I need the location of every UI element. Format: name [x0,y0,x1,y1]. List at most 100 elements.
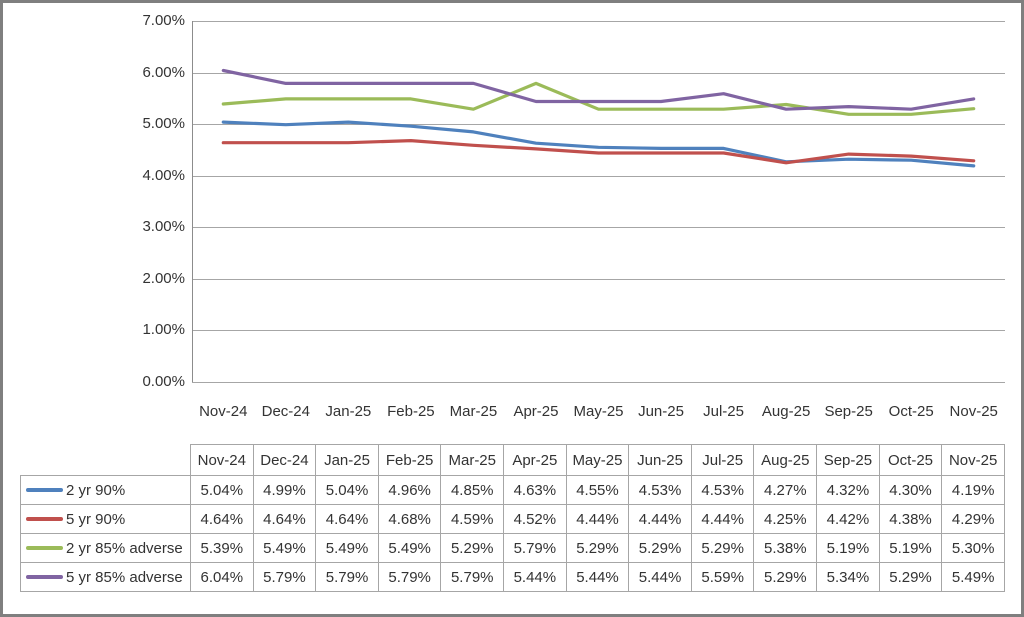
column-header-cell: Feb-25 [377,444,442,476]
value-cell: 5.29% [753,562,818,592]
x-axis-tick-label: Feb-25 [387,403,435,420]
x-axis-tick-label: Dec-24 [261,403,310,420]
legend-line-swatch [26,574,63,579]
y-axis-tick-label: 1.00% [142,321,185,339]
column-header-cell: Aug-25 [753,444,818,476]
value-cell: 5.49% [315,533,379,563]
column-header-cell: Jun-25 [628,444,692,476]
value-cell: 4.19% [941,475,1005,505]
y-axis-tick-label: 3.00% [142,218,185,236]
value-cell: 5.79% [315,562,379,592]
value-cell: 5.59% [690,562,755,592]
table-row: 2 yr 85% adverse 5.39% 5.49% 5.49% 5.49% 5.29… [20,533,1005,563]
column-header-cell: May-25 [565,444,630,476]
column-header-cell: Dec-24 [252,444,317,476]
series-line-2-yr-85-adverse [221,81,976,116]
column-header-cell: Mar-25 [440,444,505,476]
data-table: Nov-24 Dec-24 Jan-25 Feb-25 Mar-25 Apr-25 May-… [20,444,1005,592]
value-cell: 5.49% [252,533,317,563]
table-row: 5 yr 90% 4.64% 4.64% 4.64% 4.68% 4.59% 4.52% 4.… [20,504,1005,534]
value-cell: 4.30% [878,475,943,505]
value-cell: 5.29% [628,533,692,563]
value-cell: 4.25% [753,504,818,534]
value-cell: 4.52% [503,504,567,534]
value-cell: 4.64% [190,504,254,534]
series-label: 2 yr 85% adverse [66,539,183,557]
value-cell: 5.79% [377,562,442,592]
value-cell: 4.99% [252,475,317,505]
x-axis-tick-label: Sep-25 [824,403,873,420]
value-cell: 5.49% [377,533,442,563]
column-header-cell: Jul-25 [690,444,755,476]
value-cell: 4.68% [377,504,442,534]
series-label: 5 yr 85% adverse [66,568,183,586]
column-header-cell: Nov-24 [190,444,254,476]
x-axis-tick-label: Nov-24 [199,403,248,420]
y-axis-tick-label: 6.00% [142,63,185,81]
value-cell: 4.85% [440,475,505,505]
value-cell: 6.04% [190,562,254,592]
value-cell: 5.44% [628,562,692,592]
value-cell: 5.44% [503,562,567,592]
value-cell: 4.53% [628,475,692,505]
series-label: 5 yr 90% [66,510,126,528]
legend-line-swatch [26,545,63,550]
value-cell: 5.29% [690,533,755,563]
column-header-cell: Sep-25 [816,444,880,476]
value-cell: 5.19% [878,533,943,563]
legend-line-swatch [26,516,63,521]
x-axis-tick-label: Nov-25 [949,403,998,420]
x-axis-tick-label: May-25 [573,403,624,420]
x-axis-tick-label: Oct-25 [888,403,934,420]
value-cell: 4.29% [941,504,1005,534]
value-cell: 5.39% [190,533,254,563]
value-cell: 5.04% [315,475,379,505]
column-header-cell: Nov-25 [941,444,1005,476]
legend-cell: 5 yr 85% adverse [20,562,191,592]
value-cell: 5.04% [190,475,254,505]
value-cell: 5.79% [503,533,567,563]
value-cell: 4.55% [565,475,630,505]
x-axis-tick-label: Jan-25 [325,403,372,420]
legend-line-swatch [26,487,63,492]
series-line-5-yr-85-adverse [221,68,976,111]
legend-cell: 2 yr 90% [20,475,191,505]
value-cell: 4.44% [628,504,692,534]
legend-cell: 2 yr 85% adverse [20,533,191,563]
value-cell: 5.49% [941,562,1005,592]
y-axis-tick-label: 5.00% [142,115,185,133]
value-cell: 4.44% [690,504,755,534]
value-cell: 5.44% [565,562,630,592]
value-cell: 4.38% [878,504,943,534]
column-header-cell: Apr-25 [503,444,567,476]
value-cell: 5.34% [816,562,880,592]
value-cell: 5.29% [440,533,505,563]
value-cell: 4.44% [565,504,630,534]
x-axis-tick-label: Jul-25 [703,403,744,420]
table-row: 2 yr 90% 5.04% 4.99% 5.04% 4.96% 4.85% 4.63% 4.… [20,475,1005,505]
x-axis-tick-label: Apr-25 [513,403,559,420]
value-cell: 5.29% [878,562,943,592]
x-axis-tick-label: Jun-25 [638,403,684,420]
value-cell: 4.53% [690,475,755,505]
value-cell: 4.42% [816,504,880,534]
series-label: 2 yr 90% [66,481,126,499]
value-cell: 5.79% [252,562,317,592]
y-axis-tick-label: 0.00% [142,373,185,390]
series-line-2-yr-90- [221,120,976,168]
table-corner-blank-cell [21,445,191,476]
value-cell: 4.32% [816,475,880,505]
x-axis-tick-label: Mar-25 [449,403,498,420]
x-axis-tick-label: Aug-25 [761,403,811,420]
value-cell: 5.38% [753,533,818,563]
value-cell: 4.64% [315,504,379,534]
value-cell: 5.29% [565,533,630,563]
table-row: 5 yr 85% adverse 6.04% 5.79% 5.79% 5.79% 5.79… [20,562,1005,592]
value-cell: 5.30% [941,533,1005,563]
value-cell: 4.96% [377,475,442,505]
value-cell: 4.64% [252,504,317,534]
value-cell: 5.79% [440,562,505,592]
column-header-cell: Jan-25 [315,444,379,476]
series-line-5-yr-90- [221,138,976,165]
